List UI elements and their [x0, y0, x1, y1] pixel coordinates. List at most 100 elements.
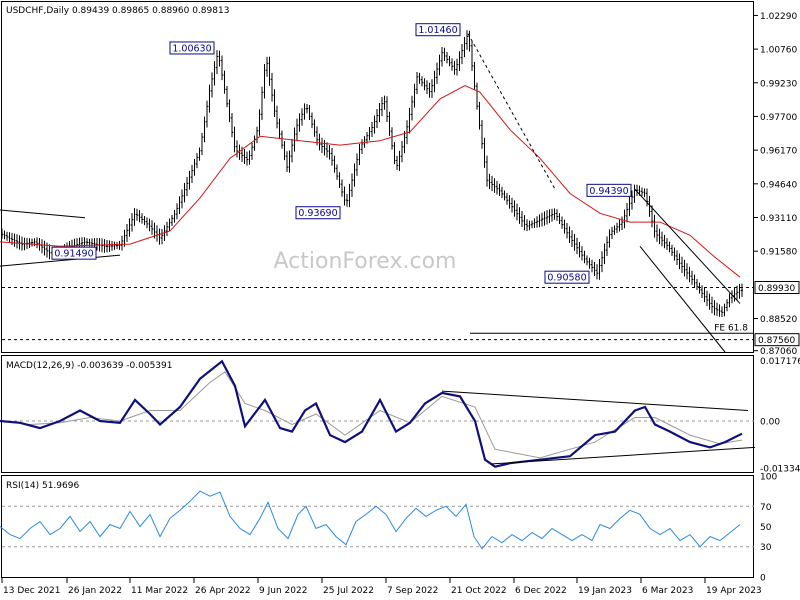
candle	[431, 79, 433, 99]
candle	[646, 188, 648, 207]
candle	[558, 213, 561, 224]
candle	[536, 216, 538, 228]
candle	[306, 104, 308, 114]
candle	[243, 149, 246, 164]
candle	[31, 238, 33, 247]
annotation-box	[51, 246, 97, 260]
moving-average-line	[0, 85, 741, 278]
macd-title: MACD(12,26,9) -0.003639 -0.005391	[6, 361, 172, 371]
candle	[716, 302, 718, 317]
candle	[141, 213, 143, 224]
candle	[96, 238, 98, 251]
candle	[563, 219, 566, 234]
annotation-label: 1.00630	[172, 43, 211, 54]
candle	[416, 72, 418, 95]
candle	[128, 218, 131, 237]
candle	[303, 103, 306, 120]
candle	[718, 304, 721, 317]
candle	[598, 258, 601, 280]
candle	[601, 251, 603, 273]
candle	[526, 219, 528, 232]
y-tick-label: 0.91580	[760, 248, 797, 258]
macd-y-tick-label: -0.01334	[760, 464, 800, 474]
candle	[688, 266, 691, 283]
candle	[248, 150, 251, 165]
candle	[131, 213, 133, 232]
candle	[578, 241, 581, 258]
candle	[711, 296, 713, 314]
y-tick-label: 0.88520	[760, 315, 797, 325]
candle	[188, 170, 191, 190]
x-tick-label: 25 Jul 2022	[323, 586, 374, 596]
rsi-y-tick-label: 50	[760, 523, 772, 533]
x-tick-label: 21 Oct 2022	[451, 586, 507, 596]
price-line-label: 0.89930	[754, 281, 800, 295]
annotation-label: 0.93690	[298, 208, 337, 219]
candle	[553, 208, 556, 220]
candle	[433, 70, 436, 93]
candle	[521, 211, 523, 228]
candle	[691, 270, 693, 285]
candle	[376, 109, 378, 128]
candle	[508, 195, 511, 209]
candle	[161, 228, 163, 245]
candle	[453, 60, 456, 75]
candle	[503, 190, 506, 201]
candle	[268, 56, 271, 86]
candle	[423, 78, 426, 91]
candle	[193, 158, 196, 176]
candle	[231, 113, 233, 138]
candle	[678, 253, 681, 270]
candle	[253, 135, 256, 151]
candle	[501, 186, 503, 199]
candle	[428, 82, 431, 98]
candle	[378, 102, 381, 123]
candle	[606, 236, 608, 257]
support-line-label: 0.87560	[754, 333, 800, 347]
candle	[583, 250, 586, 264]
candle	[568, 226, 571, 243]
candle	[353, 163, 356, 187]
candle	[13, 233, 16, 247]
candle	[246, 151, 248, 166]
candle	[288, 150, 291, 173]
candle	[48, 244, 51, 260]
candle	[623, 209, 626, 229]
candle	[138, 210, 141, 223]
candle	[398, 150, 401, 171]
y-tick-label: 1.00760	[760, 46, 797, 56]
x-tick-label: 19 Apr 2023	[706, 586, 762, 596]
candle	[233, 126, 236, 153]
trend-line	[0, 209, 86, 219]
candle	[686, 263, 688, 280]
candle	[438, 54, 441, 76]
price-annotation: 0.90580	[544, 270, 590, 284]
support-line-label-box	[754, 333, 800, 347]
price-panel	[1, 1, 754, 353]
macd-trend-line	[491, 446, 756, 465]
candle	[361, 139, 363, 155]
annotation-box	[169, 41, 215, 55]
candle	[383, 95, 386, 110]
candle	[723, 303, 726, 317]
candle	[538, 214, 541, 228]
candle	[276, 105, 278, 129]
annotation-box	[415, 23, 461, 37]
candle	[133, 208, 136, 226]
candle	[391, 127, 393, 150]
candle	[448, 55, 451, 67]
candle	[111, 240, 113, 251]
candle	[223, 70, 226, 94]
x-tick-label: 26 Jan 2022	[68, 586, 122, 596]
fe-label: FE 61.8	[714, 323, 748, 333]
candle	[693, 274, 696, 288]
price-line-label-text: 0.89930	[758, 284, 795, 294]
candle	[741, 283, 743, 297]
x-tick-label: 7 Sep 2022	[387, 586, 438, 596]
candle	[523, 215, 526, 231]
candle	[311, 112, 313, 129]
candle	[181, 189, 183, 209]
candle	[656, 224, 658, 242]
price-annotation: 1.00630	[169, 41, 215, 55]
candle	[673, 247, 676, 261]
